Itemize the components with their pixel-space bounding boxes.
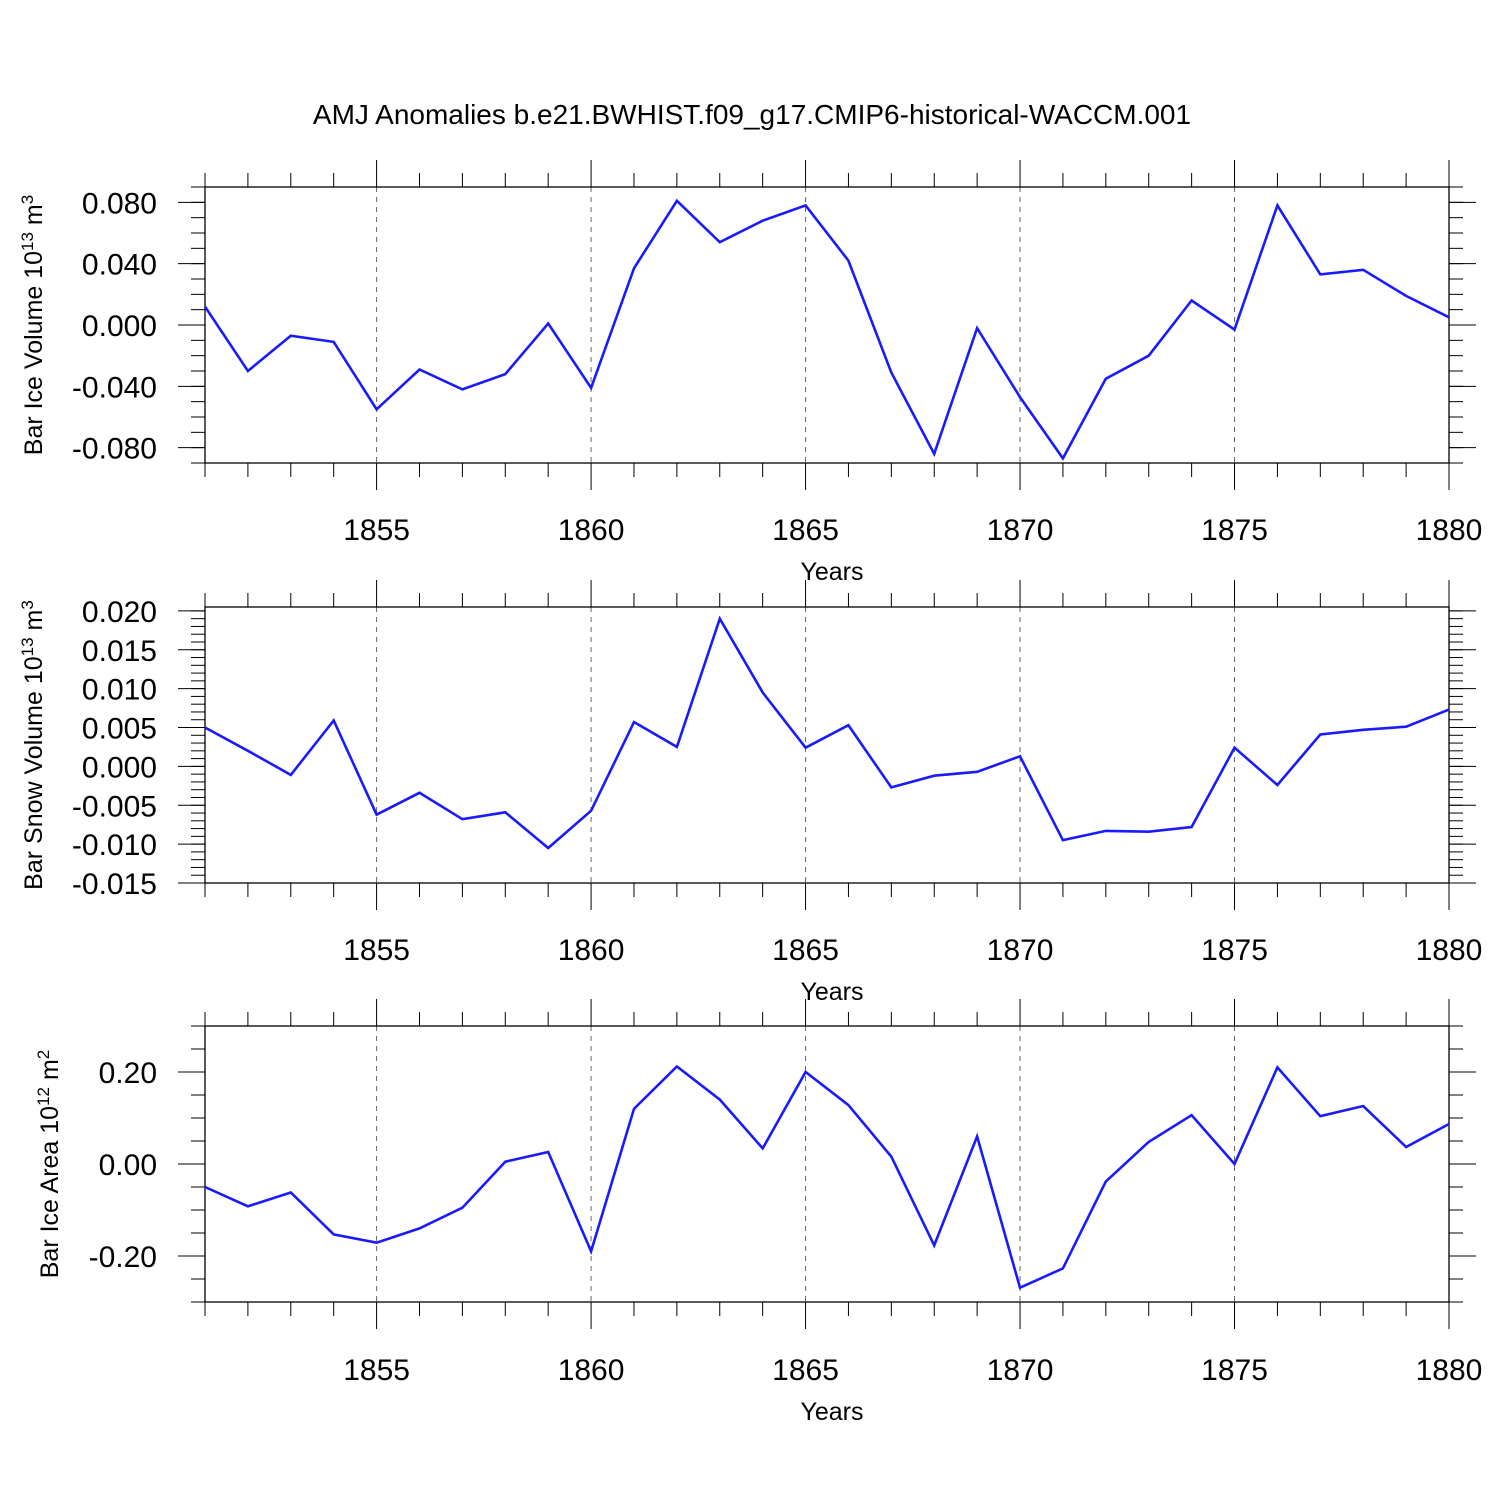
x-axis-label: Years — [800, 1398, 863, 1426]
x-tick-label: 1870 — [987, 934, 1054, 967]
y-tick-label: 0.080 — [82, 187, 157, 220]
panel-bar-ice-area: 1855 1860 1865 1870 1875 1880 Years -0.20 0.00 0.… — [34, 999, 1483, 1426]
x-tick-label: 1875 — [1201, 514, 1268, 547]
y-tick-label: 0.000 — [82, 310, 157, 343]
y-tick-label: 0.040 — [82, 249, 157, 282]
x-tick-label: 1855 — [343, 1354, 410, 1387]
series-line — [204, 1064, 1450, 1290]
x-tick-label: 1880 — [1416, 1354, 1483, 1387]
x-tick-label: 1865 — [772, 934, 839, 967]
chart-title: AMJ Anomalies b.e21.BWHIST.f09_g17.CMIP6… — [313, 99, 1191, 130]
x-tick-label: 1880 — [1416, 514, 1483, 547]
y-tick-label: -0.20 — [89, 1241, 157, 1274]
series-line — [203, 198, 1450, 461]
x-tick-label: 1865 — [772, 1354, 839, 1387]
x-axis-label: Years — [800, 978, 863, 1006]
panels: 1855 1860 1865 1870 1875 1880 Years -0.080 -0.04… — [18, 160, 1483, 1426]
y-tick-label: -0.010 — [72, 829, 157, 862]
y-tick-label: 0.020 — [82, 596, 157, 629]
x-tick-label: 1870 — [987, 1354, 1054, 1387]
y-axis-label: Bar Ice Area 1012 m2 — [34, 1050, 65, 1279]
y-tick-label: -0.005 — [72, 790, 157, 823]
y-tick-label: 0.000 — [82, 751, 157, 784]
x-tick-label: 1860 — [558, 1354, 625, 1387]
x-tick-label: 1855 — [343, 934, 410, 967]
x-axis-label: Years — [800, 558, 863, 586]
y-axis-label-superscript: 3 — [18, 195, 37, 204]
y-tick-label: -0.040 — [72, 371, 157, 404]
x-tick-label: 1875 — [1201, 1354, 1268, 1387]
y-axis-label-part: Bar Snow Volume 10 — [20, 656, 48, 889]
panel-bar-ice-volume: 1855 1860 1865 1870 1875 1880 Years -0.080 -0.04… — [18, 160, 1483, 586]
panel-bar-snow-volume: 1855 1860 1865 1870 1875 1880 Years -0.015 -0.01… — [18, 580, 1483, 1006]
y-axis-label-superscript: 2 — [34, 1050, 53, 1059]
y-tick-label: 0.00 — [99, 1149, 157, 1182]
y-axis-label: Bar Snow Volume 1013 m3 — [18, 600, 49, 890]
x-tick-label: 1865 — [772, 514, 839, 547]
y-axis-label-part: m — [20, 204, 48, 232]
y-axis-label-superscript: 3 — [18, 600, 37, 609]
y-axis-label: Bar Ice Volume 1013 m3 — [18, 195, 49, 455]
y-axis-label-part: Bar Ice Volume 10 — [20, 251, 48, 455]
y-axis-label-part: Bar Ice Area 10 — [36, 1106, 64, 1278]
y-axis-label-superscript: 13 — [18, 232, 37, 251]
y-axis-label-superscript: 12 — [34, 1087, 53, 1106]
y-tick-label: -0.080 — [72, 433, 157, 466]
y-axis-label-part: m — [36, 1059, 64, 1087]
y-axis-label-part: m — [20, 610, 48, 638]
x-tick-label: 1880 — [1416, 934, 1483, 967]
plot-frame — [204, 606, 1450, 884]
series-line — [204, 615, 1450, 850]
y-tick-label: -0.015 — [72, 868, 157, 901]
y-tick-label: 0.005 — [82, 713, 157, 746]
x-tick-label: 1875 — [1201, 934, 1268, 967]
y-tick-label: 0.20 — [99, 1057, 157, 1090]
y-tick-label: 0.010 — [82, 674, 157, 707]
x-tick-label: 1860 — [558, 934, 625, 967]
x-tick-label: 1860 — [558, 514, 625, 547]
y-tick-label: 0.015 — [82, 635, 157, 668]
x-tick-label: 1870 — [987, 514, 1054, 547]
y-axis-label-superscript: 13 — [18, 637, 37, 656]
x-tick-label: 1855 — [343, 514, 410, 547]
